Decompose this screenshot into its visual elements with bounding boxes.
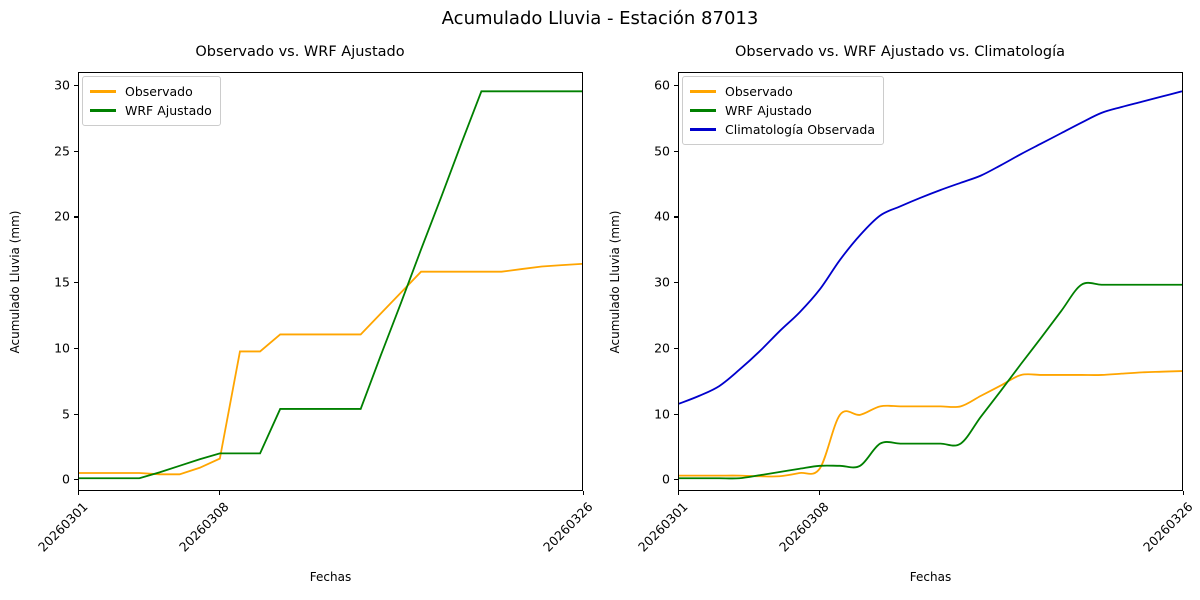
subplot-left-title: Observado vs. WRF Ajustado <box>195 44 405 60</box>
legend-entry[interactable]: Observado <box>90 82 212 101</box>
series-line <box>679 371 1182 477</box>
y-tick-mark <box>674 216 678 218</box>
y-tick-label: 25 <box>54 143 70 159</box>
legend-entry[interactable]: WRF Ajustado <box>90 101 212 120</box>
figure-suptitle: Acumulado Lluvia - Estación 87013 <box>441 8 759 29</box>
legend-label: Observado <box>725 84 793 99</box>
x-tick-mark <box>219 491 221 495</box>
x-tick-label: 20260308 <box>776 499 832 555</box>
y-tick-label: 5 <box>62 406 70 421</box>
y-tick-mark <box>674 150 678 152</box>
x-tick-mark <box>78 491 80 495</box>
subplot-left: Observado vs. WRF Ajustado Acumulado Llu… <box>8 44 596 584</box>
y-tick-label: 30 <box>654 274 670 290</box>
y-tick-mark <box>674 85 678 87</box>
x-tick-label: 20260301 <box>635 499 691 555</box>
x-tick-mark <box>1183 491 1185 495</box>
series-line <box>79 91 582 478</box>
y-tick-mark <box>74 282 78 284</box>
legend-swatch-icon <box>690 128 716 131</box>
legend-label: WRF Ajustado <box>725 103 812 118</box>
y-tick-label: 30 <box>54 77 70 93</box>
subplot-right-ylabel: Acumulado Lluvia (mm) <box>608 210 622 353</box>
y-tick-label: 15 <box>54 274 70 290</box>
y-tick-mark <box>674 479 678 481</box>
subplot-right-lines <box>679 73 1182 490</box>
legend-label: WRF Ajustado <box>125 103 212 118</box>
y-tick-label: 0 <box>62 471 70 487</box>
series-line <box>679 91 1182 403</box>
legend-entry[interactable]: Climatología Observada <box>690 120 875 139</box>
x-tick-label: 20260326 <box>1140 499 1196 555</box>
x-tick-mark <box>678 491 680 495</box>
subplot-left-plot-area <box>78 72 583 491</box>
y-tick-label: 20 <box>54 208 70 224</box>
y-tick-label: 0 <box>662 471 670 487</box>
subplot-left-legend[interactable]: Observado WRF Ajustado <box>82 76 221 126</box>
legend-swatch-icon <box>90 90 116 93</box>
y-tick-mark <box>74 85 78 87</box>
legend-swatch-icon <box>690 90 716 93</box>
subplot-right-title: Observado vs. WRF Ajustado vs. Climatolo… <box>735 44 1065 60</box>
legend-swatch-icon <box>90 109 116 112</box>
series-line <box>79 264 582 474</box>
y-tick-label: 40 <box>654 208 670 224</box>
y-tick-mark <box>74 216 78 218</box>
y-tick-label: 10 <box>654 406 670 421</box>
y-tick-mark <box>74 347 78 349</box>
x-tick-label: 20260326 <box>540 499 596 555</box>
legend-label: Climatología Observada <box>725 122 875 137</box>
subplot-right: Observado vs. WRF Ajustado vs. Climatolo… <box>600 0 1200 600</box>
y-tick-mark <box>74 413 78 415</box>
series-line <box>679 283 1182 479</box>
y-tick-label: 50 <box>654 143 670 159</box>
subplot-right-xlabel: Fechas <box>909 570 952 584</box>
y-tick-mark <box>74 479 78 481</box>
y-tick-label: 60 <box>654 77 670 93</box>
y-tick-label: 20 <box>654 340 670 356</box>
y-tick-mark <box>674 347 678 349</box>
subplot-left-lines <box>79 73 582 490</box>
y-tick-mark <box>674 413 678 415</box>
y-tick-label: 10 <box>54 340 70 356</box>
legend-entry[interactable]: Observado <box>690 82 875 101</box>
x-tick-label: 20260301 <box>35 499 91 555</box>
subplot-left-xlabel: Fechas <box>309 570 352 584</box>
subplot-left-ylabel: Acumulado Lluvia (mm) <box>8 210 22 353</box>
subplot-right-plot-area <box>678 72 1183 491</box>
y-tick-mark <box>674 282 678 284</box>
subplot-right-legend[interactable]: Observado WRF Ajustado Climatología Observ… <box>682 76 884 145</box>
legend-entry[interactable]: WRF Ajustado <box>690 101 875 120</box>
x-tick-label: 20260308 <box>176 499 232 555</box>
legend-swatch-icon <box>690 109 716 112</box>
y-tick-mark <box>74 150 78 152</box>
legend-label: Observado <box>125 84 193 99</box>
x-tick-mark <box>819 491 821 495</box>
x-tick-mark <box>583 491 585 495</box>
